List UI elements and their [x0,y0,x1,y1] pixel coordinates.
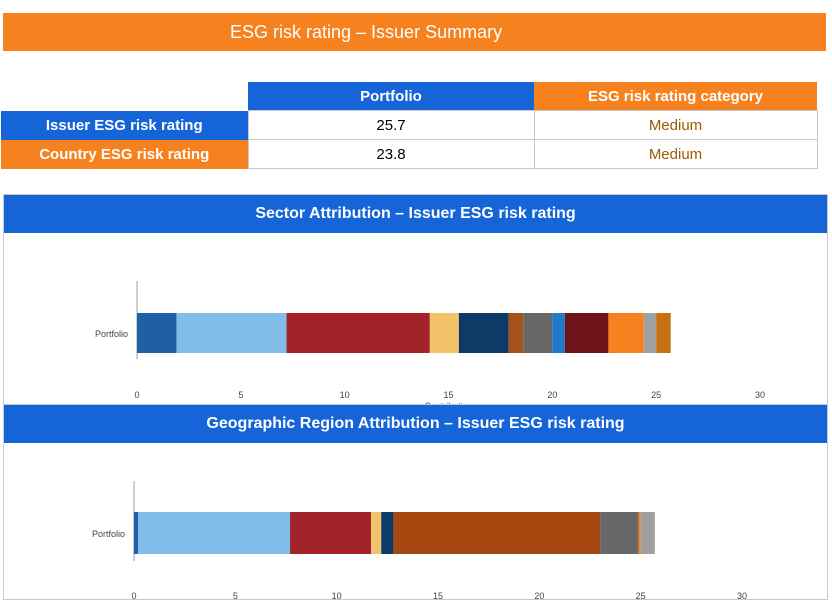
x-tick-label: 30 [737,591,747,599]
bar-united-states [393,512,601,554]
col-header-category: ESG risk rating category [534,82,817,111]
bar-consumer-staples [643,313,657,353]
category-label: Portfolio [95,329,128,339]
bar-materials [523,313,553,353]
x-tick-label: 0 [131,591,136,599]
bar-communication-services [137,313,177,353]
x-tick-label: 10 [340,390,350,400]
region-attribution-chart: Portfolio051015202530ContributionAsia ex… [92,481,747,604]
x-tick-label: 20 [547,390,557,400]
x-tick-label: 0 [134,390,139,400]
x-tick-label: 5 [238,390,243,400]
category-label: Portfolio [92,529,125,539]
x-tick-label: 10 [332,591,342,599]
title-banner: ESG risk rating – Issuer Summary [3,13,826,51]
x-tick-label: 25 [651,390,661,400]
x-tick-label: 15 [433,591,443,599]
bar-emerging-markets [138,512,291,554]
x-tick-label: 5 [233,591,238,599]
x-tick-label: 20 [534,591,544,599]
x-tick-label: 25 [636,591,646,599]
issuer-category-value: Medium [533,110,818,140]
bar-japan [371,512,382,554]
bar-financials [286,313,430,353]
bar-uk [381,512,394,554]
bar-europe-ex-uk [290,512,372,554]
x-tick-label: 15 [443,390,453,400]
summary-corner [1,82,248,111]
region-attribution-panel: Geographic Region Attribution – Issuer E… [3,404,828,604]
table-row: Issuer ESG risk rating 25.7 Medium [1,110,818,140]
bar-canada [640,512,655,554]
bar-health-care [429,313,459,353]
page-title: ESG risk rating – Issuer Summary [230,21,503,42]
country-category-value: Medium [533,139,818,169]
sector-attribution-panel: Sector Attribution – Issuer ESG risk rat… [3,194,828,440]
bar-australia-new-zealand [638,512,641,554]
row-label-country: Country ESG risk rating [1,139,248,169]
summary-header-row: Portfolio ESG risk rating category [1,82,817,111]
bar-unassigned [600,512,639,554]
bar-real-estate [552,313,565,353]
sector-attribution-chart: Portfolio051015202530ContributionCommuni… [95,281,765,440]
bar-energy [176,313,287,353]
col-header-portfolio: Portfolio [248,82,534,111]
summary-table: Portfolio ESG risk rating category Issue… [1,82,818,169]
sector-chart-title: Sector Attribution – Issuer ESG risk rat… [4,195,827,233]
bar-asia-ex-japan [134,512,139,554]
bar-industrials [458,313,509,353]
bar-utilities [564,313,609,353]
x-tick-label: 30 [755,390,765,400]
bar-consumer-discretionary [608,313,644,353]
bar-information-technology [508,313,524,353]
country-portfolio-value: 23.8 [247,139,535,169]
bar-unassigned [656,313,671,353]
region-chart-title: Geographic Region Attribution – Issuer E… [4,405,827,443]
table-row: Country ESG risk rating 23.8 Medium [1,139,818,169]
issuer-portfolio-value: 25.7 [247,110,535,140]
row-label-issuer: Issuer ESG risk rating [1,110,248,140]
